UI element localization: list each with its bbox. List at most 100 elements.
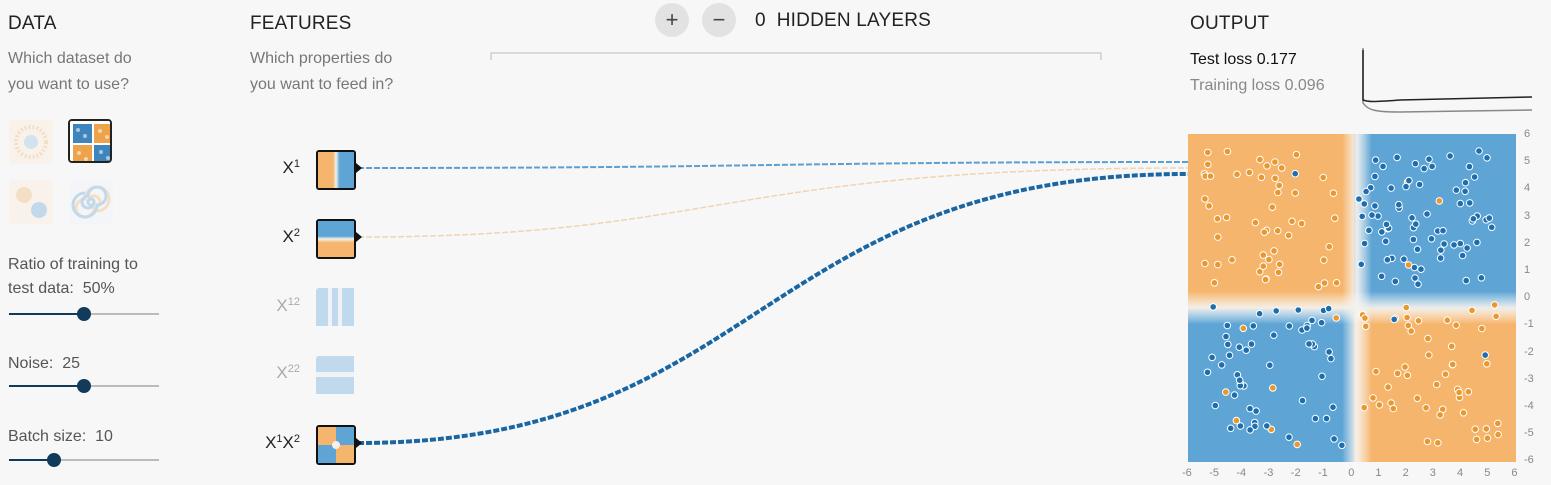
noise-slider[interactable] [9, 379, 159, 393]
data-point [1270, 247, 1278, 255]
data-point [1378, 228, 1386, 236]
data-point [1458, 251, 1467, 260]
data-point [1235, 376, 1244, 384]
data-point [1435, 197, 1444, 205]
data-point [1203, 368, 1212, 377]
ratio-slider[interactable] [9, 307, 159, 321]
link-x1x2-output [357, 172, 1189, 445]
data-point [1471, 425, 1480, 434]
data-point [1256, 155, 1264, 164]
batch-label-row: Batch size: 10 [8, 428, 113, 446]
x-tick-label: -4 [1236, 467, 1247, 479]
data-point [1208, 353, 1216, 362]
feature-label-x1x2-sup1: 1 [276, 433, 283, 445]
data-point [1217, 361, 1226, 369]
data-point [1210, 279, 1219, 287]
data-point [1425, 351, 1433, 359]
batch-slider-fill [9, 459, 54, 461]
features-title: FEATURES [250, 13, 352, 34]
data-points [1200, 147, 1502, 450]
data-point [1319, 173, 1327, 182]
data-point [1387, 184, 1395, 192]
data-point [1371, 156, 1380, 164]
output-title: OUTPUT [1190, 13, 1270, 34]
data-point [1371, 172, 1379, 181]
x-tick-label: -2 [1290, 467, 1301, 479]
data-point [1395, 200, 1403, 209]
data-point [1270, 331, 1278, 339]
dataset-spiral-button[interactable] [69, 180, 113, 224]
data-point [1472, 435, 1481, 444]
batch-slider[interactable] [9, 453, 159, 467]
data-point [1400, 255, 1408, 263]
data-point [1325, 348, 1333, 356]
data-point [1427, 235, 1436, 243]
training-loss: Training loss 0.096 [1190, 77, 1325, 95]
data-point [1206, 172, 1215, 181]
ratio-slider-knob[interactable] [77, 307, 91, 321]
data-point [1331, 214, 1339, 222]
feature-label-x1sq-sup: 1 [287, 296, 294, 308]
dataset-xor-button[interactable] [68, 119, 112, 163]
x-tick-label: 6 [1511, 467, 1518, 479]
data-point [1246, 426, 1254, 434]
data-point [1436, 254, 1445, 262]
feature-x1-squared-tile[interactable] [316, 288, 356, 328]
feature-x2-squared-tile[interactable] [316, 356, 356, 396]
feature-label-x1x2: X1X2 [240, 433, 300, 453]
feature-x1x2-tile[interactable] [316, 425, 356, 465]
dataset-circle-button[interactable] [9, 120, 53, 164]
data-point [1452, 186, 1461, 194]
x-tick-label: 4 [1457, 467, 1464, 479]
data-point [1459, 409, 1468, 417]
add-layer-button[interactable]: + [655, 3, 689, 37]
batch-slider-track [9, 459, 159, 461]
feature-label-x1x2-base2: X [282, 433, 294, 452]
x1-output-arrow [356, 163, 362, 173]
data-point [1325, 242, 1333, 251]
data-point [1374, 212, 1382, 220]
data-point [1226, 424, 1235, 433]
data-point [1362, 187, 1370, 196]
data-point [1314, 282, 1323, 291]
data-point [1360, 403, 1368, 412]
data-point [1487, 223, 1496, 232]
remove-layer-button[interactable]: − [702, 3, 736, 37]
data-point [1379, 162, 1387, 171]
y-tick-label: -6 [1524, 454, 1534, 467]
data-point [1204, 160, 1212, 169]
data-point [1247, 340, 1256, 348]
data-point [1294, 306, 1303, 314]
data-point [1330, 435, 1338, 443]
data-point [1462, 276, 1471, 285]
data-point [1468, 306, 1476, 315]
data-point [1263, 422, 1271, 430]
data-point [1360, 200, 1369, 208]
feature-x1-tile[interactable] [316, 150, 356, 190]
data-point [1361, 314, 1369, 322]
data-point [1428, 162, 1436, 171]
noise-slider-knob[interactable] [77, 379, 91, 393]
data-point [1439, 226, 1447, 235]
data-point [1291, 189, 1299, 197]
data-point [1213, 215, 1222, 223]
data-point [1423, 437, 1432, 446]
dataset-gaussian-button[interactable] [9, 180, 53, 224]
feature-x2-tile[interactable] [316, 219, 356, 259]
feature-label-x1-base: X [282, 158, 294, 177]
data-point [1274, 188, 1282, 197]
data-point [1492, 312, 1500, 321]
y-tick-label: 6 [1524, 128, 1531, 140]
y-tick-label: 2 [1524, 236, 1531, 249]
data-point [1456, 239, 1465, 248]
data-point [1377, 272, 1386, 281]
data-point [1375, 401, 1384, 409]
batch-slider-knob[interactable] [47, 453, 61, 467]
data-point [1271, 158, 1279, 166]
data-point [1475, 147, 1483, 155]
batch-label: Batch size: [8, 428, 87, 445]
data-point [1308, 316, 1316, 325]
data-point [1292, 150, 1301, 159]
data-point [1389, 404, 1398, 413]
data-point [1255, 309, 1264, 318]
